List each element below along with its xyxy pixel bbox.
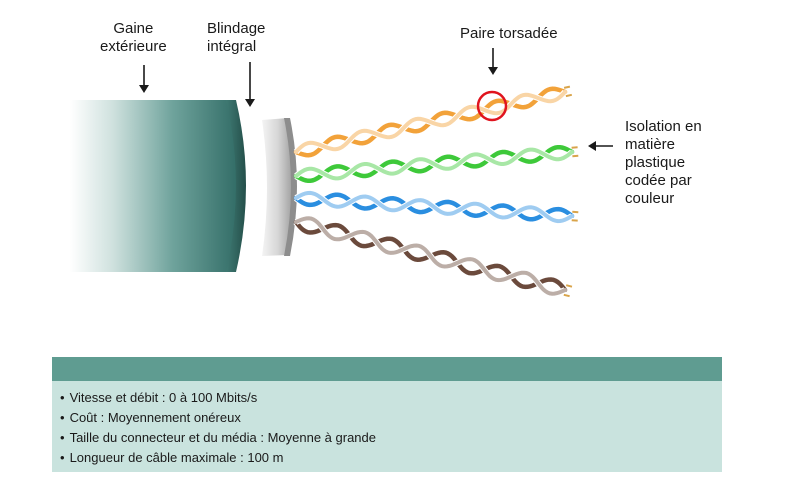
label-isolation-line5: couleur	[625, 190, 675, 207]
label-isolation-line4: codée par	[625, 172, 692, 189]
wire-pair-brown	[293, 215, 573, 298]
label-blindage-line2: intégral	[207, 38, 257, 55]
copper-tip	[565, 93, 573, 98]
spec-item-speed: Vitesse et débit : 0 à 100 Mbits/s	[60, 388, 376, 408]
specs-list: Vitesse et débit : 0 à 100 Mbits/s Coût …	[60, 388, 376, 468]
label-insulation: Isolation en matière plastique codée par…	[625, 118, 702, 208]
spec-item-length: Longueur de câble maximale : 100 m	[60, 448, 376, 468]
copper-tip	[572, 154, 579, 158]
arrow-paire-icon	[488, 48, 498, 75]
wire-pair-orange	[293, 85, 573, 159]
specs-panel-header	[52, 357, 722, 381]
wire-strand-green-striped	[294, 147, 574, 181]
twisted-pair-wires	[293, 85, 579, 298]
wire-strand-blue-striped	[294, 190, 574, 224]
arrow-gaine-icon	[139, 65, 149, 93]
copper-tip	[563, 85, 571, 89]
twisted-pair-highlight-circle	[476, 90, 508, 122]
spec-item-size: Taille du connecteur et du média : Moyen…	[60, 428, 376, 448]
label-isolation-line3: plastique	[625, 154, 686, 171]
arrow-isolation-icon	[588, 141, 613, 151]
label-isolation-line2: matière	[625, 136, 676, 153]
label-isolation-line1: Isolation en	[625, 118, 702, 135]
wire-pair-green	[293, 143, 579, 185]
label-blindage-line1: Blindage	[207, 20, 266, 37]
copper-tip	[563, 293, 570, 298]
outer-jacket	[70, 100, 246, 272]
shield	[262, 118, 297, 256]
arrow-blindage-icon	[245, 62, 255, 107]
label-twisted-pair: Paire torsadée	[460, 25, 558, 42]
specs-panel: Vitesse et débit : 0 à 100 Mbits/s Coût …	[52, 357, 722, 472]
wire-strand-orange-striped	[294, 90, 567, 154]
spec-item-cost: Coût : Moyennement onéreux	[60, 408, 376, 428]
copper-tip	[565, 284, 573, 288]
label-outer-jacket: Gaine extérieure	[100, 20, 167, 56]
label-gaine-line2: extérieure	[100, 38, 167, 55]
label-shield: Blindage intégral	[207, 20, 265, 56]
wire-strand-brown-striped	[294, 216, 567, 296]
wire-pair-blue	[293, 189, 579, 225]
label-gaine-line1: Gaine	[113, 20, 154, 37]
copper-tip	[571, 146, 578, 149]
